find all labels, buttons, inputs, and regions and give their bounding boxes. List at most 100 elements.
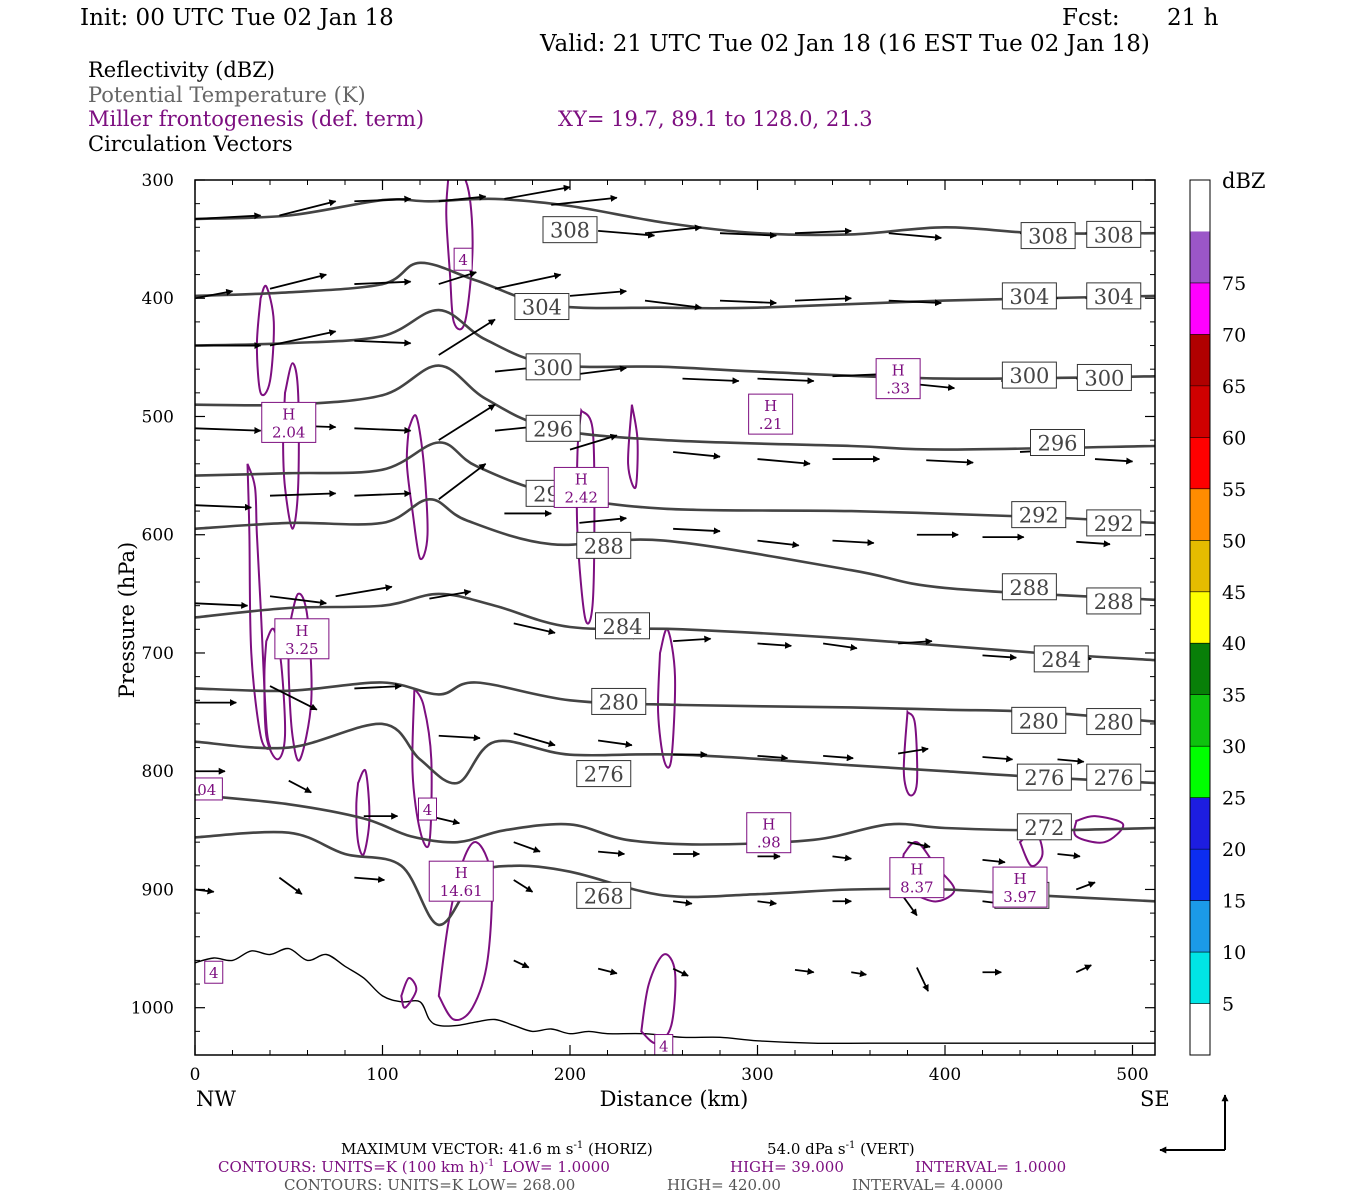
isentrope-292 xyxy=(195,441,1155,525)
valid-time: Valid: 21 UTC Tue 02 Jan 18 (16 EST Tue … xyxy=(539,31,1150,57)
frontogenesis-contour xyxy=(355,768,371,856)
isentrope-label-box xyxy=(1076,363,1132,391)
colorbar-swatch xyxy=(1190,334,1210,387)
colorbar-label: 40 xyxy=(1222,633,1246,655)
colorbar-swatch xyxy=(1190,1003,1210,1056)
circulation-vector xyxy=(719,231,777,239)
circulation-vector xyxy=(354,682,402,690)
colorbar-swatch xyxy=(1190,231,1210,284)
circulation-vector xyxy=(269,595,327,606)
circulation-vector xyxy=(982,858,1006,866)
circulation-vector xyxy=(757,539,800,549)
circulation-vector xyxy=(888,232,942,241)
frontogenesis-contour xyxy=(656,628,677,769)
isentrope-label: 268 xyxy=(584,884,624,908)
y-tick-label: 800 xyxy=(142,762,174,782)
circulation-vector xyxy=(916,967,929,992)
frontogenesis-contour xyxy=(246,463,272,750)
footer-vert-vector: 54.0 dPa s-1 (VERT) xyxy=(767,1140,915,1158)
isentrope-label-box xyxy=(1011,501,1067,529)
frontogenesis-contour xyxy=(411,687,433,848)
x-right-end-label: SE xyxy=(1140,1087,1170,1111)
x-left-end-label: NW xyxy=(196,1087,236,1111)
colorbar-swatch xyxy=(1190,900,1210,953)
y-tick-label: 700 xyxy=(142,644,174,664)
frontogenesis-contour xyxy=(627,404,639,490)
colorbar-label: 20 xyxy=(1222,839,1246,861)
colorbar-swatch xyxy=(1190,540,1210,593)
x-tick-label: 100 xyxy=(366,1065,398,1085)
circulation-vector xyxy=(438,734,481,742)
isentrope-label: 288 xyxy=(1094,590,1134,614)
circulation-vector xyxy=(354,876,386,883)
frontogenesis-max-value: 3.25 xyxy=(285,640,318,658)
forecast-hour: 21 h xyxy=(1167,5,1219,31)
x-tick-label: 300 xyxy=(741,1065,773,1085)
frontogenesis-contour xyxy=(282,362,300,530)
contour-label-box xyxy=(204,960,224,984)
footer-theta-contours: CONTOURS: UNITS=K LOW= 268.00 xyxy=(284,1176,575,1194)
isentrope-label-box xyxy=(1001,282,1057,310)
y-tick-label: 900 xyxy=(142,880,174,900)
circulation-vector xyxy=(278,876,303,895)
isentrope-label-box xyxy=(1086,708,1142,736)
frontogenesis-contour xyxy=(902,709,919,797)
isentrope-label: 304 xyxy=(522,296,562,320)
isentrope-label: 292 xyxy=(1094,512,1134,536)
isentrope-label-box xyxy=(576,881,632,909)
contour-label-box xyxy=(453,247,473,271)
circulation-vector xyxy=(438,403,496,441)
isentrope-276 xyxy=(195,722,1155,785)
frontogenesis-contour xyxy=(287,592,313,762)
colorbar-swatch xyxy=(1190,797,1210,850)
circulation-vector xyxy=(269,685,318,711)
frontogenesis-max-box xyxy=(553,466,609,508)
circulation-vector xyxy=(513,959,530,969)
section-endpoints: XY= 19.7, 89.1 to 128.0, 21.3 xyxy=(558,107,873,131)
isentrope-label: 276 xyxy=(1094,766,1134,790)
field-theta: Potential Temperature (K) xyxy=(88,83,366,107)
contour-label: 4 xyxy=(659,1038,669,1056)
circulation-vector xyxy=(926,458,974,466)
isentrope-284 xyxy=(195,592,1155,662)
frontogenesis-max-symbol: H xyxy=(455,864,468,882)
circulation-vector xyxy=(597,967,618,976)
colorbar-title: dBZ xyxy=(1222,169,1265,193)
contour-label-box xyxy=(418,797,437,821)
isentrope-label: 308 xyxy=(1028,225,1068,249)
circulation-vector xyxy=(513,732,556,747)
circulation-vector xyxy=(832,854,852,862)
frontogenesis-max-symbol: H xyxy=(762,816,775,834)
isentrope-label-box xyxy=(525,414,581,442)
init-time: Init: 00 UTC Tue 02 Jan 18 xyxy=(80,5,394,31)
isentrope-label: 276 xyxy=(1024,766,1064,790)
colorbar-swatch xyxy=(1190,952,1210,1005)
circulation-vector xyxy=(569,288,627,297)
isentrope-label: 300 xyxy=(533,356,573,380)
frontogenesis-max-box xyxy=(261,401,317,443)
circulation-vector xyxy=(269,272,327,290)
isentrope-label-box xyxy=(591,687,647,715)
colorbar-label: 25 xyxy=(1222,788,1246,810)
isentrope-label-box xyxy=(1086,509,1142,537)
circulation-vector xyxy=(1076,540,1111,548)
y-tick-label: 400 xyxy=(142,289,174,309)
circulation-vector xyxy=(757,641,792,649)
y-axis-title: Pressure (hPa) xyxy=(115,542,139,698)
colorbar-label: 45 xyxy=(1222,582,1246,604)
circulation-vector xyxy=(1075,881,1096,891)
circulation-vector xyxy=(757,899,777,907)
frontogenesis-contour xyxy=(640,953,677,1045)
plot-area: 308 308 308 304 304 304 300 300 300 296 296 292 292 2… xyxy=(195,180,1155,1056)
circulation-vector xyxy=(195,503,252,511)
isentrope-label: 272 xyxy=(1024,816,1064,840)
isentrope-label: 308 xyxy=(550,219,590,243)
isentrope-label-box xyxy=(1020,222,1076,250)
isentrope-label: 296 xyxy=(533,417,573,441)
footer-frontogenesis-interval: INTERVAL= 1.0000 xyxy=(915,1158,1066,1176)
colorbar-label: 70 xyxy=(1222,324,1246,346)
contour-label-box xyxy=(654,1034,674,1055)
colorbar-swatch xyxy=(1190,180,1210,232)
isentrope-label-box xyxy=(1033,645,1089,673)
